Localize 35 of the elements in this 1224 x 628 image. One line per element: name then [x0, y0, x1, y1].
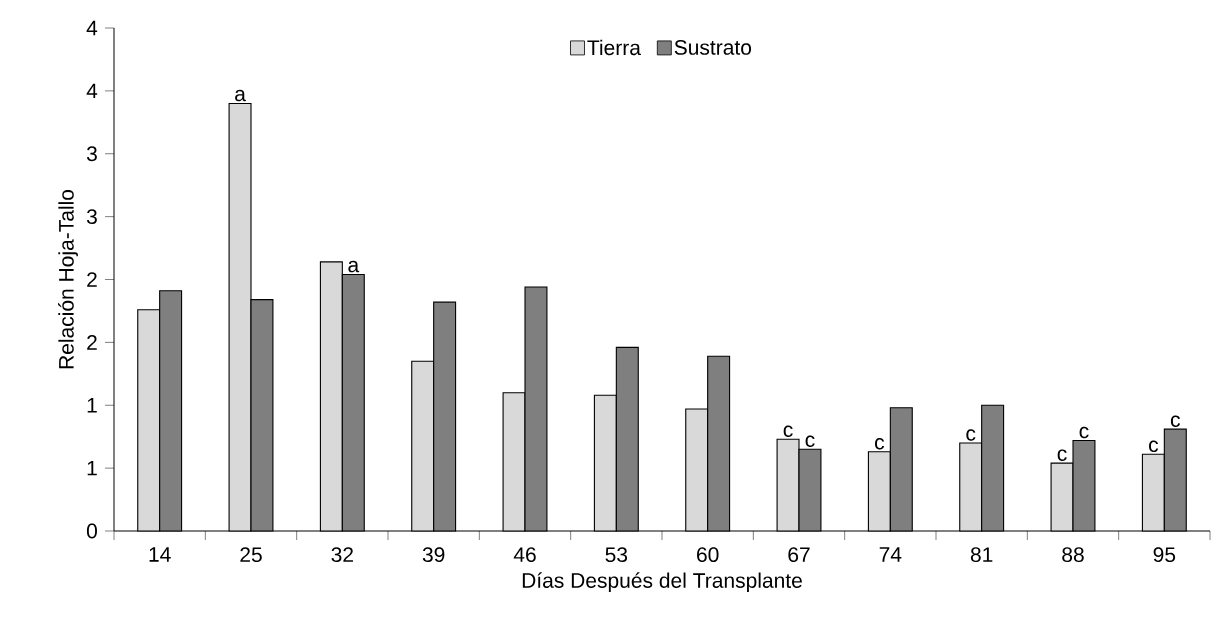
x-tick-label: 32 [331, 547, 353, 563]
annotation: c [1079, 426, 1089, 439]
y-axis-title: Relación Hoja-Tallo [58, 189, 78, 369]
y-tick-label: 2 [87, 272, 97, 287]
y-tick-label: 3 [86, 209, 97, 225]
annotation: c [1057, 449, 1067, 461]
annotation: c [805, 435, 815, 448]
annotation: c [1170, 415, 1180, 427]
annotation: a [235, 89, 246, 102]
annotation: c [783, 425, 793, 437]
x-tick-label: 60 [697, 547, 719, 563]
x-tick-label: 95 [1153, 547, 1176, 563]
annotation: c [875, 438, 885, 450]
x-tick-label: 67 [788, 547, 810, 563]
y-tick-label: 0 [86, 523, 97, 539]
x-tick-label: 39 [422, 547, 445, 563]
x-tick-label: 46 [513, 547, 536, 563]
y-tick-label: 4 [86, 20, 98, 36]
x-tick-label: 53 [605, 547, 628, 563]
x-tick-label: 14 [149, 547, 171, 562]
x-tick-label: 88 [1062, 547, 1084, 563]
annotation: c [1149, 440, 1159, 453]
annotation: c [966, 429, 976, 441]
x-tick-label: 74 [879, 547, 902, 562]
y-tick-label: 2 [87, 335, 97, 350]
annotation: a [348, 260, 360, 273]
x-axis-title: Días Después del Transplante [522, 572, 802, 593]
y-tick-label: 3 [86, 146, 97, 162]
x-tick-label: 25 [240, 547, 262, 563]
y-tick-label: 4 [86, 83, 98, 99]
y-tick-label: 1 [87, 398, 97, 413]
legend-label: Tierra [587, 39, 641, 56]
x-tick-label: 81 [970, 547, 993, 563]
y-tick-label: 1 [87, 460, 97, 476]
legend-label: Sustrato [674, 40, 752, 55]
